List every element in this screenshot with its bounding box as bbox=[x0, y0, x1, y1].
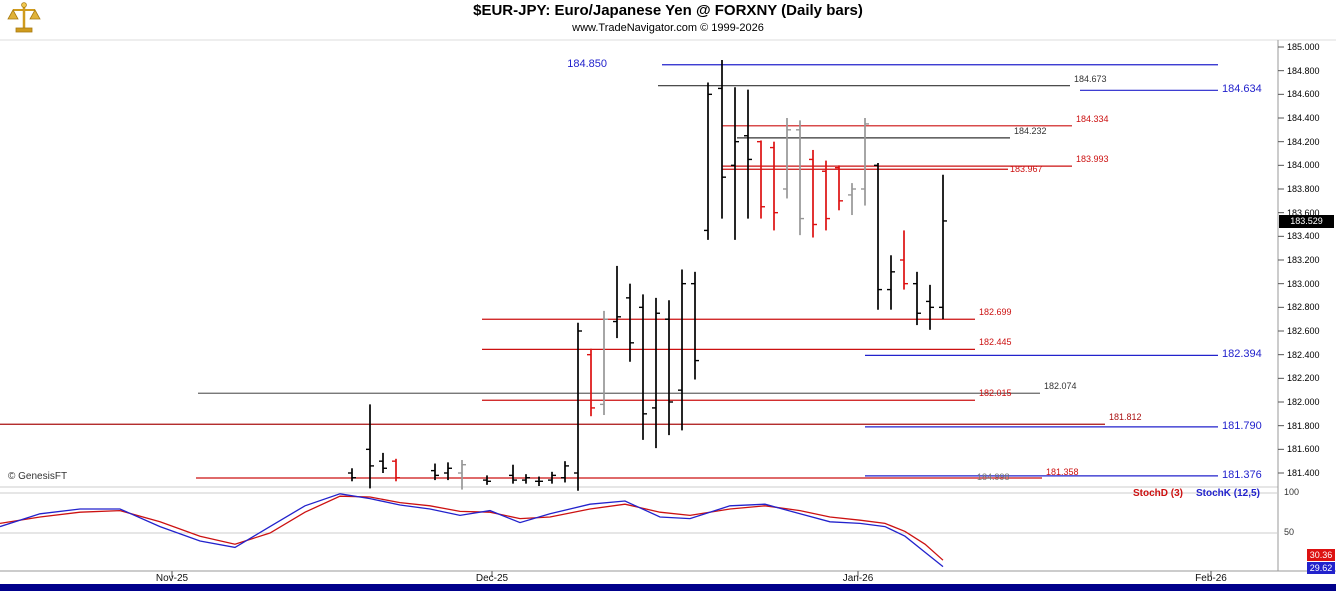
genesis-logo-graphic bbox=[7, 2, 41, 33]
current-price-tag: 183.529 bbox=[1279, 215, 1334, 229]
chart-subtitle: www.TradeNavigator.com © 1999-2026 bbox=[572, 22, 764, 34]
stochk-legend-label: StochK (12,5) bbox=[1196, 488, 1260, 499]
stochd-legend-label: StochD (3) bbox=[1133, 488, 1183, 499]
stochk-value-tag: 29.62 bbox=[1307, 561, 1335, 574]
stochk-line bbox=[0, 493, 944, 568]
stochd-line bbox=[0, 495, 944, 561]
chart-title: $EUR-JPY: Euro/Japanese Yen @ FORXNY (Da… bbox=[473, 2, 863, 19]
stochd-value-tag: 30.36 bbox=[1307, 548, 1335, 561]
copyright-watermark: © GenesisFT bbox=[8, 471, 68, 482]
horizontal-scrollbar[interactable] bbox=[0, 584, 1336, 591]
genesis-gold-logo bbox=[4, 1, 44, 37]
